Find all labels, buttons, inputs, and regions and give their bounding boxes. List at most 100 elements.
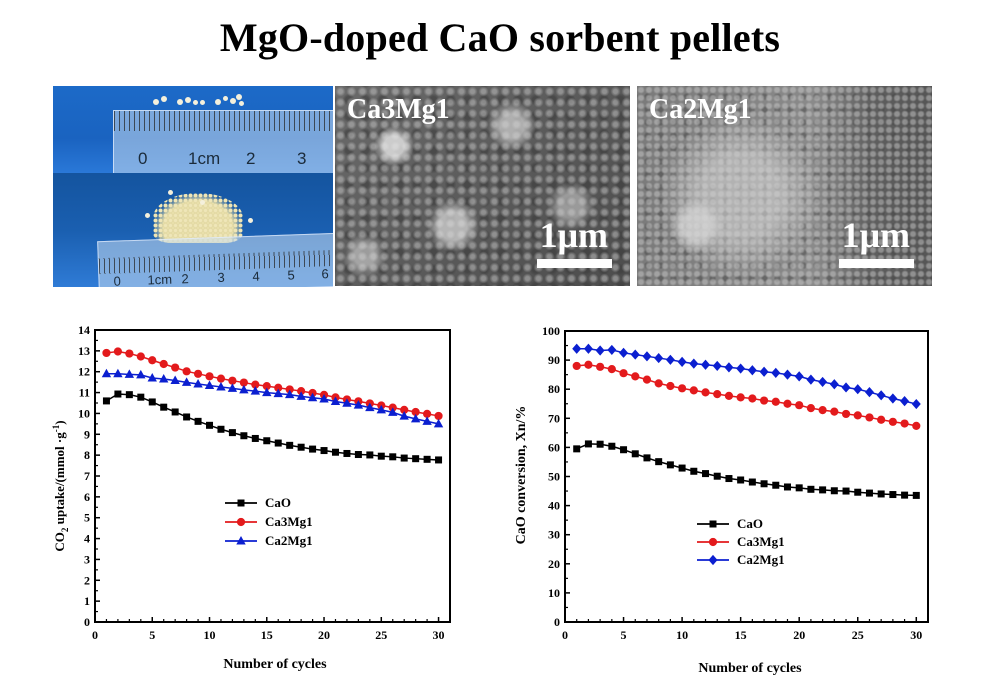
x-tick-label: 0: [562, 628, 568, 642]
data-point: [701, 388, 710, 397]
data-point: [342, 398, 352, 407]
x-tick-label: 5: [149, 628, 155, 642]
data-point: [309, 445, 317, 453]
data-point: [876, 390, 886, 401]
legend-label: CaO: [737, 516, 763, 531]
y-axis-label: CaO conversion, Xn/%: [514, 406, 529, 545]
y-tick-label: 8: [84, 448, 90, 462]
data-point: [410, 413, 421, 423]
data-point: [877, 490, 885, 498]
data-point: [854, 488, 862, 496]
y-tick-label: 90: [548, 353, 560, 367]
pellet: [161, 96, 167, 102]
data-point: [888, 417, 897, 426]
data-point: [654, 352, 664, 364]
series-ca3mg1: [102, 347, 443, 421]
series-line: [576, 348, 917, 405]
legend-marker: [236, 517, 246, 527]
pellet-photo-top: 0 1cm 2 3: [53, 86, 333, 173]
data-point: [239, 384, 249, 394]
data-point: [273, 388, 283, 398]
pellet: [168, 190, 173, 195]
data-point: [102, 397, 110, 405]
legend-label: CaO: [265, 495, 291, 510]
data-point: [101, 368, 112, 378]
plot-frame: [564, 330, 929, 623]
data-point: [596, 440, 604, 448]
data-point: [666, 461, 674, 469]
y-tick-label: 80: [548, 382, 560, 396]
data-point: [701, 359, 711, 370]
data-point: [182, 367, 191, 376]
data-point: [113, 368, 123, 378]
data-point: [216, 374, 226, 383]
y-tick-label: 3: [84, 552, 90, 566]
y-tick-label: 6: [84, 490, 90, 504]
y-tick-label: 70: [548, 411, 560, 425]
data-point: [584, 360, 593, 369]
y-tick-label: 10: [548, 586, 560, 600]
data-point: [678, 464, 686, 472]
data-point: [654, 379, 663, 388]
legend-item: Ca3Mg1: [697, 534, 785, 549]
data-point: [137, 393, 145, 401]
ruler-ticks: [114, 111, 333, 131]
series-line: [106, 350, 439, 417]
data-point: [102, 348, 111, 358]
data-point: [366, 451, 374, 459]
legend-marker: [708, 537, 718, 547]
data-point: [725, 475, 733, 483]
y-tick-label: 0: [554, 615, 560, 629]
data-point: [388, 407, 398, 416]
data-point: [864, 387, 874, 398]
data-point: [263, 437, 271, 445]
x-tick-label: 15: [261, 628, 273, 642]
y-tick-label: 5: [84, 511, 90, 525]
data-point: [736, 393, 745, 402]
data-point: [853, 384, 863, 395]
y-tick-label: 4: [84, 532, 90, 546]
ruler-ticks: [98, 249, 333, 275]
data-point: [206, 421, 214, 429]
data-point: [677, 356, 687, 367]
data-point: [888, 393, 898, 404]
data-point: [901, 491, 909, 499]
sem-image-ca2mg1: Ca2Mg1 1μm: [637, 86, 932, 286]
co2-uptake-chart: CO2 uptake/(mmol ·g-1) Number of cycles …: [51, 323, 451, 672]
data-point: [748, 478, 756, 486]
ruler-label: 0: [138, 149, 148, 168]
data-point: [204, 380, 215, 389]
data-point: [573, 445, 581, 453]
data-point: [818, 376, 828, 388]
legend-item: Ca3Mg1: [225, 514, 313, 529]
data-point: [284, 389, 295, 399]
data-point: [702, 470, 710, 478]
ruler-label: 3: [297, 149, 307, 168]
data-point: [365, 402, 375, 412]
y-tick-label: 10: [78, 406, 90, 420]
data-point: [911, 398, 921, 410]
data-point: [712, 360, 722, 372]
data-point: [806, 404, 816, 413]
sem-label: Ca3Mg1: [347, 94, 450, 125]
data-point: [319, 394, 329, 403]
data-point: [376, 404, 386, 414]
data-point: [806, 374, 816, 385]
data-point: [400, 405, 409, 414]
data-point: [595, 345, 605, 356]
pellet: [200, 200, 205, 205]
data-point: [747, 365, 757, 376]
data-point: [643, 454, 651, 462]
data-point: [422, 409, 432, 418]
data-point: [794, 371, 804, 382]
data-point: [124, 369, 135, 378]
data-point: [690, 467, 698, 475]
data-point: [297, 443, 305, 451]
data-point: [642, 351, 652, 362]
data-point: [228, 376, 237, 385]
data-point: [572, 361, 581, 371]
pellet: [248, 218, 253, 223]
series-cao: [102, 390, 443, 464]
data-point: [262, 382, 271, 391]
figure-title: MgO-doped CaO sorbent pellets: [219, 15, 781, 60]
